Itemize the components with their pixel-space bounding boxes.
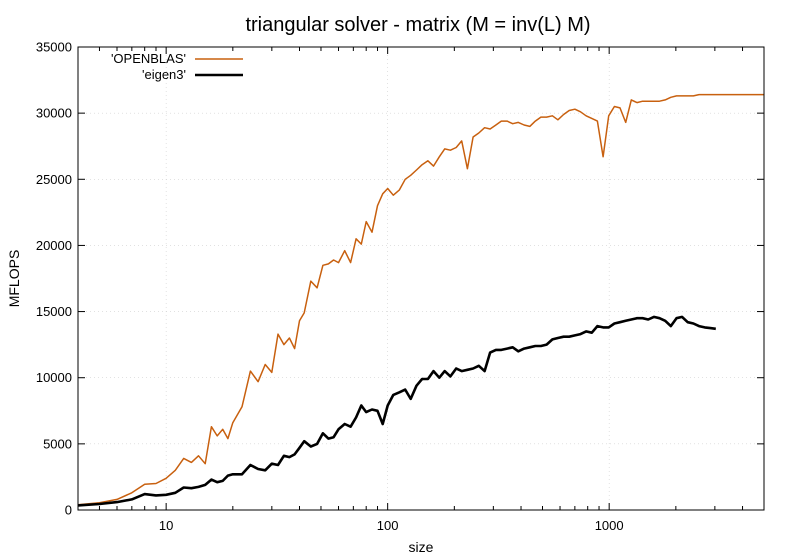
axis-ticks: 0 5000 10000 15000 20000 25000 30000 35000 10 100… — [36, 40, 764, 533]
y-tick-label: 10000 — [36, 370, 72, 385]
y-tick-label: 15000 — [36, 304, 72, 319]
y-axis-label: MFLOPS — [6, 250, 22, 308]
legend: 'OPENBLAS''eigen3' — [111, 51, 243, 82]
x-axis-label: size — [409, 539, 434, 555]
series-eigen3-line — [77, 315, 716, 507]
chart-title: triangular solver - matrix (M = inv(L) M… — [245, 14, 590, 36]
x-tick-label: 100 — [377, 518, 399, 533]
series-lines — [77, 93, 764, 507]
legend-label: 'eigen3' — [142, 67, 186, 82]
y-tick-label: 35000 — [36, 40, 72, 55]
y-tick-label: 5000 — [43, 436, 72, 451]
y-tick-label: 30000 — [36, 106, 72, 121]
y-tick-label: 20000 — [36, 238, 72, 253]
y-tick-label: 25000 — [36, 172, 72, 187]
plot-frame — [77, 46, 765, 511]
series-openblas-line — [77, 93, 764, 506]
y-tick-label: 0 — [65, 503, 72, 518]
x-tick-label: 1000 — [595, 518, 624, 533]
x-tick-label: 10 — [159, 518, 173, 533]
legend-label: 'OPENBLAS' — [111, 51, 186, 66]
gridlines — [78, 47, 764, 510]
